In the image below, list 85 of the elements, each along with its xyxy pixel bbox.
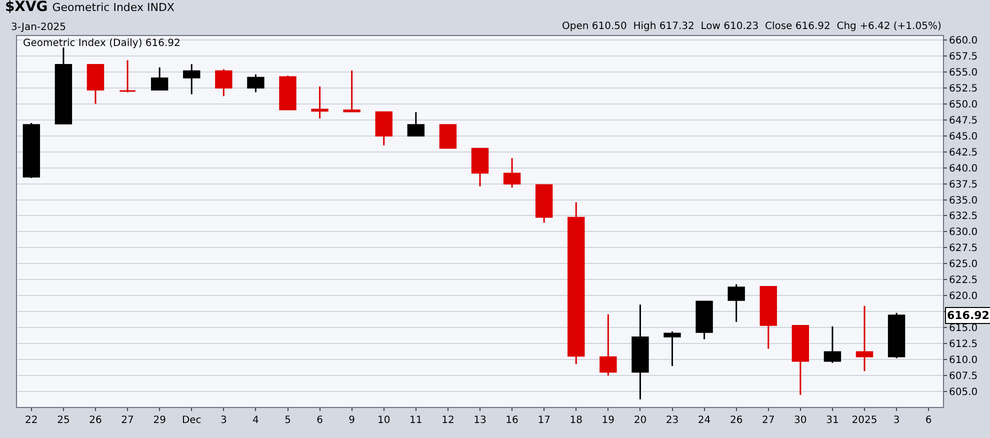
candlestick [407,111,425,137]
candlestick [311,86,328,120]
candlestick [728,283,745,323]
x-tick-label: 29 [153,415,166,426]
y-tick-label: 652.5 [949,83,978,94]
x-tick-label: 31 [826,415,839,426]
x-tick-label: 16 [506,415,518,426]
candlestick [247,74,264,94]
candlestick [86,64,104,105]
x-tick-label: 3 [220,415,227,426]
x-tick-label: 17 [538,415,550,426]
candlestick [600,314,617,376]
candlestick [183,63,200,95]
text: 616.92 [947,309,990,322]
text: 3-Jan-2025 [11,22,66,33]
x-tick-label: 20 [634,415,647,426]
y-tick-label: 612.5 [949,339,978,350]
candlestick [150,66,168,90]
x-tick-label: 30 [794,415,807,426]
y-tick-label: 622.5 [949,275,978,286]
chart-subtitle: Geometric Index INDX [52,1,175,14]
y-tick-label: 635.0 [949,195,978,206]
y-tick-label: 660.0 [949,35,978,46]
x-tick-label: 18 [570,415,582,426]
x-tick-label: 22 [25,415,38,426]
y-tick-label: 625.0 [949,259,978,270]
x-tick-label: 23 [666,415,679,426]
chart-title: $XVG [4,0,48,16]
y-tick-label: 640.0 [949,163,978,174]
annotation: Geometric Index (Daily) 616.92 [23,38,180,49]
y-tick-label: 650.0 [949,99,978,110]
x-tick-label: 4 [252,415,259,426]
y-tick-label: 620.0 [949,291,978,302]
y-tick-label: 632.5 [949,211,978,222]
candlestick [535,184,553,224]
x-tick-label: 3 [893,415,900,426]
x-tick-label: 12 [442,415,454,426]
candlestick [824,326,842,364]
candlestick [760,286,777,350]
candlestick [279,74,296,111]
x-tick-label: 9 [348,415,356,426]
x-tick-label: 19 [602,415,615,426]
x-tick-label: 2025 [852,415,878,426]
candlestick [856,305,874,372]
x-tick-label: 10 [378,415,390,426]
x-tick-label: 5 [284,415,291,426]
y-tick-label: 657.5 [949,51,978,62]
candlestick [343,70,360,112]
candlestick [664,330,681,367]
x-tick-label: 27 [121,415,134,426]
candlestick [888,312,906,359]
y-tick-label: 645.0 [949,131,978,142]
y-tick-label: 627.5 [949,243,978,254]
x-tick-label: 26 [730,415,743,426]
x-tick-label: 26 [89,415,102,426]
candlestick [439,124,457,150]
y-tick-label: 647.5 [949,115,978,126]
x-tick-label: Dec [182,415,202,426]
y-tick-label: 607.5 [949,371,978,382]
x-tick-label: 6 [925,415,932,426]
candlestick [54,46,72,124]
candlestick [471,148,489,188]
candlestick [792,325,810,396]
x-tick-label: 24 [698,415,711,426]
x-tick-label: 13 [474,415,486,426]
candlestick [696,300,713,340]
candlestick [632,304,649,400]
y-tick-label: 605.0 [949,387,978,398]
y-tick-label: 610.0 [949,355,978,366]
y-tick-label: 642.5 [949,147,978,158]
candlestick [375,111,392,146]
candlestick [503,157,521,188]
candlestick [118,60,136,94]
x-tick-label: 6 [316,415,323,426]
y-tick-label: 630.0 [949,227,978,238]
candlestick [568,202,585,365]
x-tick-label: 27 [762,415,775,426]
candlestick [22,122,40,179]
candlestick [215,68,232,97]
x-tick-label: 25 [57,415,70,426]
y-tick-label: 655.0 [949,67,978,78]
y-tick-label: 615.0 [949,323,978,334]
x-tick-label: 11 [410,415,422,426]
text: Open 610.50 High 617.32 Low 610.23 Close 616.92 Chg +6.42 (+1.05%) [562,21,942,32]
y-tick-label: 637.5 [949,179,978,190]
